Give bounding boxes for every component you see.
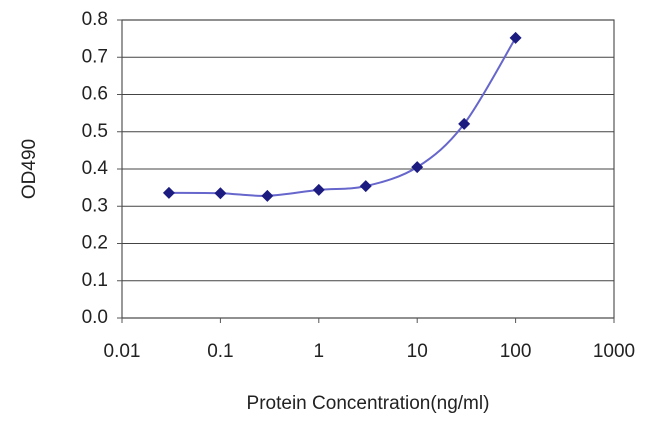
data-point <box>162 186 175 199</box>
y-tick-label: 0.0 <box>82 307 108 328</box>
data-point <box>458 117 471 130</box>
x-tick-label: 1 <box>314 341 325 362</box>
y-axis-label: OD490 <box>19 139 40 199</box>
x-tick-label: 10 <box>407 341 428 362</box>
y-tick-label: 0.6 <box>82 84 108 105</box>
data-point <box>214 187 227 200</box>
y-tick-label: 0.8 <box>82 9 108 30</box>
x-axis-label: Protein Concentration(ng/ml) <box>247 393 490 414</box>
y-tick-label: 0.1 <box>82 270 108 291</box>
x-tick-label: 0.1 <box>207 341 233 362</box>
y-tick-label: 0.2 <box>82 233 108 254</box>
y-tick-label: 0.4 <box>82 158 109 179</box>
y-tick-label: 0.7 <box>82 46 108 67</box>
x-tick-label: 0.01 <box>104 341 141 362</box>
data-point <box>312 183 325 196</box>
y-tick-label: 0.5 <box>82 121 108 142</box>
x-tick-label: 100 <box>500 341 532 362</box>
data-point <box>261 189 274 202</box>
x-tick-label: 1000 <box>593 341 635 362</box>
data-point <box>411 161 424 174</box>
data-point <box>359 180 372 193</box>
y-tick-label: 0.3 <box>82 195 108 216</box>
data-point <box>509 31 522 44</box>
